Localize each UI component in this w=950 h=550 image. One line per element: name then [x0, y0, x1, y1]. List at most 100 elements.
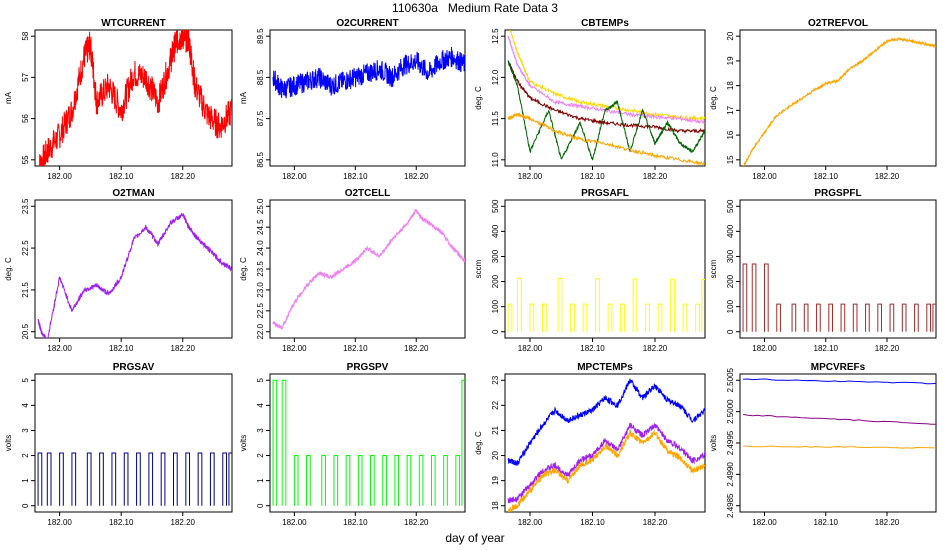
panel-title: PRGSPFL [814, 188, 861, 199]
y-tick-label: 2.4990 [726, 462, 735, 487]
y-tick-label: 300 [726, 249, 735, 263]
panel-title: WTCURRENT [101, 18, 165, 29]
y-tick-label: 5 [256, 377, 265, 382]
series-cbtemp5 [507, 112, 705, 166]
series-prgspfl [742, 263, 936, 332]
panel-prgsav: PRGSAV 182.00 182.10 182.20 0 1 2 3 4 5 volts [4, 362, 233, 527]
series-cbtemp2 [507, 35, 705, 125]
y-tick-label: 400 [491, 224, 500, 238]
x-tick-label: 182.00 [47, 344, 72, 353]
panel-title: O2TREFVOL [808, 18, 868, 29]
panel-title: O2TCELL [345, 188, 391, 199]
y-tick-label: 2.5005 [726, 367, 735, 392]
panel-title: O2CURRENT [336, 18, 398, 29]
x-tick-label: 182.10 [580, 518, 605, 527]
y-tick-label: 22.0 [256, 323, 265, 339]
panel-prgspv: PRGSPV 182.00 182.10 182.20 0 1 2 3 4 5 volts [239, 362, 466, 527]
x-tick-label: 182.00 [47, 518, 72, 527]
panel-prgsafl: PRGSAFL 182.00 182.10 182.20 0 100 200 300 400 50… [474, 188, 706, 353]
series-mpctemp2 [507, 422, 705, 504]
panel-title: PRGSAFL [581, 188, 629, 199]
plot-frame [504, 199, 706, 339]
series-mpcvref3 [743, 445, 936, 449]
x-tick-label: 182.00 [518, 518, 543, 527]
x-tick-label: 182.20 [404, 344, 429, 353]
y-tick-label: 23 [491, 375, 500, 384]
y-tick-label: 2.4985 [726, 493, 735, 518]
y-tick-label: 15 [726, 155, 735, 164]
x-tick-label: 182.10 [814, 518, 839, 527]
y-tick-label: 3 [256, 428, 265, 433]
y-axis-label: deg. C [4, 257, 13, 281]
x-tick-label: 182.10 [814, 344, 839, 353]
y-tick-label: 21.5 [21, 282, 30, 298]
y-tick-label: 500 [726, 199, 735, 213]
x-tick-label: 182.20 [171, 344, 196, 353]
panel-prgspfl: PRGSPFL 182.00 182.10 182.20 0 100 200 300 400 50… [709, 188, 937, 353]
x-tick-label: 182.20 [643, 172, 668, 181]
y-axis-label: sccm [474, 259, 483, 278]
y-tick-label: 25.0 [256, 198, 265, 214]
x-tick-label: 182.00 [47, 172, 72, 181]
panel-cbtemps: CBTEMPs 182.00 182.10 182.20 11.0 11.5 12.0 12.… [474, 18, 706, 181]
x-tick-label: 182.20 [171, 518, 196, 527]
series-wtcurrent [37, 30, 232, 166]
x-tick-label: 182.00 [752, 344, 777, 353]
y-tick-label: 100 [491, 299, 500, 313]
y-axis-label: volts [4, 435, 13, 451]
panel-title: MPCTEMPs [577, 362, 633, 373]
y-tick-label: 16 [726, 130, 735, 139]
series-cbtemp3 [507, 60, 705, 135]
y-tick-label: 23.5 [256, 261, 265, 277]
y-axis-label: deg. C [474, 86, 483, 110]
x-tick-label: 182.20 [875, 518, 900, 527]
y-tick-label: 0 [491, 329, 500, 334]
series-o2tcell [272, 208, 465, 330]
y-tick-label: 18 [726, 81, 735, 90]
y-tick-label: 200 [491, 274, 500, 288]
plot-frame [504, 29, 706, 167]
y-axis-label: volts [239, 435, 248, 451]
y-tick-label: 57 [21, 72, 30, 81]
series-prgspv [272, 379, 465, 506]
x-tick-label: 182.10 [343, 172, 368, 181]
y-tick-label: 55 [21, 155, 30, 164]
panel-title: O2TMAN [112, 188, 154, 199]
y-tick-label: 100 [726, 299, 735, 313]
plot-frame [34, 373, 233, 513]
plot-frame [269, 373, 466, 513]
panel-title: PRGSAV [113, 362, 155, 373]
plot-frame [269, 29, 466, 167]
x-tick-label: 182.00 [282, 344, 307, 353]
y-tick-label: 400 [726, 224, 735, 238]
y-tick-label: 1 [21, 478, 30, 483]
y-tick-label: 24.5 [256, 219, 265, 235]
x-tick-label: 182.10 [109, 172, 134, 181]
series-o2current [272, 46, 465, 99]
y-tick-label: 22 [491, 400, 500, 409]
y-tick-label: 0 [726, 329, 735, 334]
y-tick-label: 89.5 [256, 28, 265, 44]
x-axis-caption: day of year [445, 531, 505, 545]
panel-title: PRGSPV [347, 362, 389, 373]
y-tick-label: 12.0 [491, 69, 500, 85]
y-tick-label: 19 [491, 476, 500, 485]
x-tick-label: 182.00 [752, 518, 777, 527]
x-tick-label: 182.10 [343, 344, 368, 353]
series-o2tman [37, 212, 232, 338]
y-tick-label: 200 [726, 274, 735, 288]
series-cbtemp1 [509, 30, 705, 122]
y-tick-label: 23.5 [21, 198, 30, 214]
y-axis-label: sccm [709, 259, 718, 278]
y-tick-label: 20 [726, 31, 735, 40]
y-tick-label: 2.4995 [726, 430, 735, 455]
y-tick-label: 87.5 [256, 110, 265, 126]
panel-title: MPCVREFs [811, 362, 866, 373]
y-tick-label: 21 [491, 425, 500, 434]
x-tick-label: 182.10 [109, 518, 134, 527]
page-title: 110630a Medium Rate Data 3 [392, 1, 558, 15]
x-tick-label: 182.20 [875, 172, 900, 181]
panel-o2trefvol: O2TREFVOL 182.00 182.10 182.20 15 16 17 18 19 20 d… [709, 18, 937, 181]
y-axis-label: deg. C [239, 257, 248, 281]
series-mpcvref1 [743, 378, 936, 385]
